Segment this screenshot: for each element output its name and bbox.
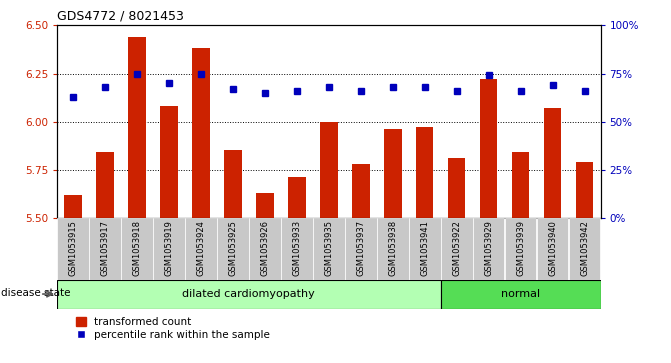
Bar	[473, 218, 505, 280]
Text: GSM1053939: GSM1053939	[516, 220, 525, 276]
Text: GSM1053922: GSM1053922	[452, 220, 461, 276]
Bar	[217, 218, 249, 280]
Text: GSM1053924: GSM1053924	[197, 220, 205, 276]
Bar	[160, 106, 178, 363]
Text: GSM1053942: GSM1053942	[580, 220, 589, 276]
Bar	[185, 218, 217, 280]
Bar	[89, 218, 121, 280]
Bar	[320, 122, 338, 363]
Text: GSM1053938: GSM1053938	[389, 220, 397, 276]
Bar	[576, 162, 593, 363]
Text: dilated cardiomyopathy: dilated cardiomyopathy	[183, 289, 315, 299]
Text: GSM1053917: GSM1053917	[101, 220, 109, 276]
Bar	[96, 152, 114, 363]
Bar	[57, 280, 441, 309]
Bar	[409, 218, 441, 280]
Text: GSM1053918: GSM1053918	[132, 220, 142, 276]
Bar	[281, 218, 313, 280]
Text: GSM1053915: GSM1053915	[68, 220, 78, 276]
Bar	[441, 280, 601, 309]
Text: GDS4772 / 8021453: GDS4772 / 8021453	[57, 9, 184, 22]
Text: GSM1053926: GSM1053926	[260, 220, 269, 276]
Bar	[64, 195, 82, 363]
Text: GSM1053940: GSM1053940	[548, 220, 557, 276]
Bar	[480, 79, 497, 363]
Text: GSM1053929: GSM1053929	[484, 220, 493, 276]
Bar	[224, 150, 242, 363]
Bar	[288, 178, 305, 363]
Text: GSM1053919: GSM1053919	[164, 220, 173, 276]
Bar	[416, 127, 433, 363]
Bar	[544, 108, 562, 363]
Bar	[505, 218, 536, 280]
Bar	[352, 164, 370, 363]
Bar	[249, 218, 280, 280]
Bar	[192, 49, 210, 363]
Bar	[384, 129, 401, 363]
Bar	[377, 218, 409, 280]
Text: GSM1053933: GSM1053933	[293, 220, 301, 276]
Text: disease state: disease state	[1, 287, 70, 298]
Bar	[57, 218, 89, 280]
Bar	[121, 218, 153, 280]
Bar	[128, 37, 146, 363]
Legend: transformed count, percentile rank within the sample: transformed count, percentile rank withi…	[76, 317, 270, 340]
Text: normal: normal	[501, 289, 540, 299]
Bar	[153, 218, 185, 280]
Text: GSM1053937: GSM1053937	[356, 220, 365, 276]
Bar	[569, 218, 601, 280]
Bar	[441, 218, 472, 280]
Bar	[256, 193, 274, 363]
Bar	[345, 218, 376, 280]
Text: GSM1053941: GSM1053941	[420, 220, 429, 276]
Text: GSM1053925: GSM1053925	[228, 220, 238, 276]
Bar	[512, 152, 529, 363]
Bar	[448, 158, 466, 363]
Text: GSM1053935: GSM1053935	[324, 220, 333, 276]
Bar	[313, 218, 345, 280]
Bar	[537, 218, 568, 280]
